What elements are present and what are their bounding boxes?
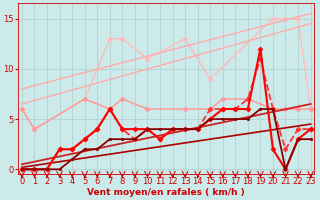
X-axis label: Vent moyen/en rafales ( km/h ): Vent moyen/en rafales ( km/h ): [87, 188, 245, 197]
